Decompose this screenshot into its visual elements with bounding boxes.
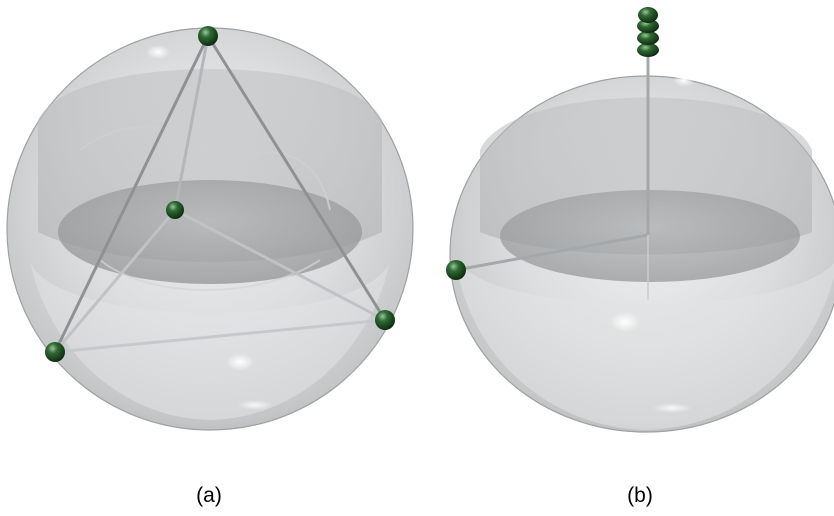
- panel-b-bead-stacked: [638, 7, 658, 23]
- panel-a-edge: [206, 35, 387, 321]
- panel-a-bead-center: [166, 201, 184, 219]
- panel-a-water-surface: [58, 180, 362, 284]
- panel-a-edge: [54, 318, 386, 354]
- panel-a-glint: [226, 353, 254, 371]
- panel-a-reflection-curve: [79, 125, 206, 151]
- panel-b-water-surface: [500, 190, 800, 282]
- panel-b-bead-left: [446, 260, 466, 280]
- panel-a-edge: [173, 35, 210, 211]
- panel-a-edge: [53, 209, 177, 353]
- panel-a-bead-top: [198, 26, 218, 46]
- panel-a-label: (a): [196, 484, 222, 507]
- panel-b-glint: [652, 403, 692, 413]
- panel-b-label: (b): [627, 484, 653, 507]
- panel-b-bead-stacked: [637, 19, 659, 33]
- panel-a-bead-right: [375, 310, 395, 330]
- panel-b-bead-stacked: [637, 31, 659, 45]
- panel-b-horizontal-rod: [455, 233, 649, 272]
- panel-a-beads: [45, 26, 395, 362]
- panel-a-edge: [174, 208, 386, 322]
- panel-b-glint: [673, 73, 695, 87]
- panel-a-edge: [53, 35, 210, 353]
- panel-a-reflection-curve: [239, 151, 331, 211]
- panel-b-bead-stacked: [637, 43, 659, 57]
- panel-b-lower-bowl: [455, 258, 834, 430]
- panel-b-sphere-group: [449, 73, 834, 433]
- panel-b-rods: [455, 55, 650, 300]
- panel-a-glint: [237, 400, 273, 410]
- panel-a-tetrahedron-edges: [53, 35, 387, 354]
- panel-b-glint: [610, 312, 640, 332]
- panel-a-bead-left: [45, 342, 65, 362]
- panel-b-beads: [446, 7, 659, 280]
- panel-a-glint: [146, 45, 170, 59]
- panel-a-lower-bowl: [30, 262, 390, 420]
